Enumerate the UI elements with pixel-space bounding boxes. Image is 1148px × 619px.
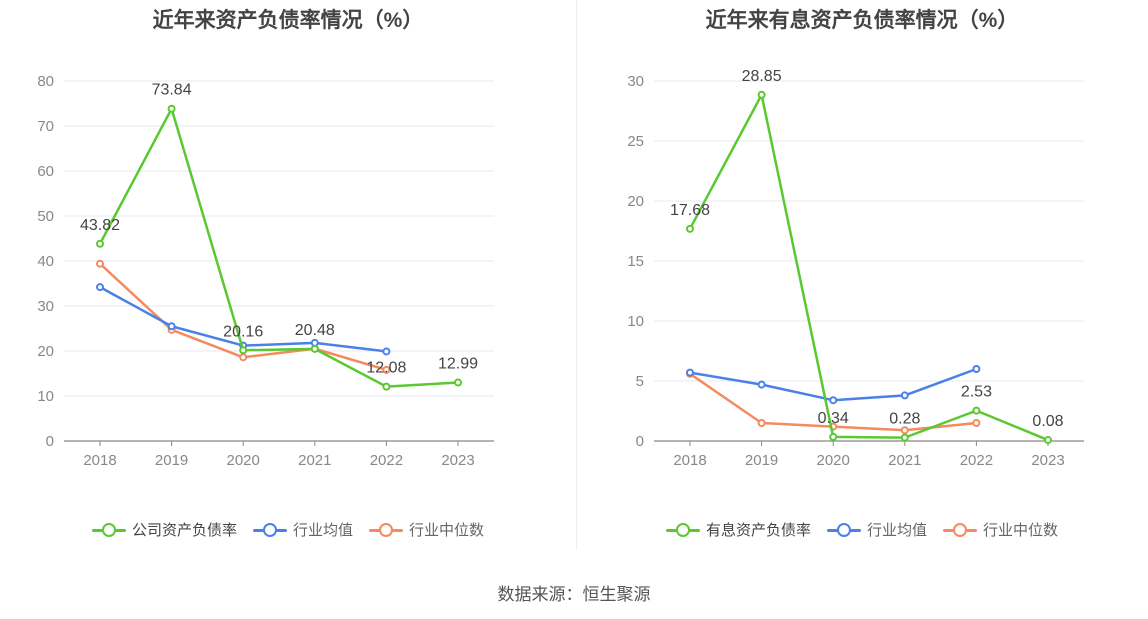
y-tick-label: 0 <box>636 433 644 450</box>
data-point <box>96 239 104 248</box>
data-point <box>686 368 694 377</box>
data-label: 0.28 <box>889 411 920 428</box>
chart-title: 近年来有息资产负债率情况（%） <box>705 9 1019 32</box>
x-tick-label: 2023 <box>441 452 474 469</box>
y-tick-label: 50 <box>37 208 54 225</box>
data-point <box>167 322 176 331</box>
x-tick-label: 2021 <box>298 452 331 469</box>
data-label: 73.84 <box>152 82 192 99</box>
x-tick-label: 2023 <box>1031 452 1064 469</box>
chart-panel-interest-debt-ratio: 近年来有息资产负债率情况（%） 0 5 10 15 20 25 30 2018 2019 2020… <box>576 0 1148 560</box>
legend-swatch-icon <box>826 522 861 538</box>
data-point <box>96 259 104 268</box>
y-tick-label: 80 <box>37 73 54 90</box>
y-tick-label: 20 <box>37 343 54 360</box>
y-tick-label: 30 <box>37 298 54 315</box>
y-tick-label: 30 <box>627 73 644 90</box>
series-line <box>688 93 1049 442</box>
y-tick-label: 40 <box>37 253 54 270</box>
data-source-note: 数据来源：恒生聚源 <box>497 585 651 604</box>
x-tick-label: 2019 <box>155 452 188 469</box>
data-label: 0.34 <box>818 410 849 427</box>
legend-label: 公司资产负债率 <box>131 522 237 539</box>
data-point <box>382 365 391 374</box>
chart-title: 近年来资产负债率情况（%） <box>152 9 424 32</box>
data-point <box>972 365 981 373</box>
y-tick-label: 70 <box>37 118 54 135</box>
data-point <box>900 426 909 435</box>
data-point <box>239 353 248 362</box>
data-point <box>972 406 981 415</box>
x-tick-label: 2020 <box>817 452 850 469</box>
legend-item[interactable]: 公司资产负债率 <box>91 519 237 540</box>
legend-item[interactable]: 行业中位数 <box>943 519 1058 540</box>
data-label: 2.53 <box>961 384 992 401</box>
legend-swatch-icon <box>91 522 126 538</box>
legend-item[interactable]: 行业均值 <box>252 519 353 540</box>
data-point <box>829 396 838 405</box>
legend-label: 有息资产负债率 <box>705 522 811 539</box>
data-point <box>757 380 766 389</box>
data-label: 20.48 <box>295 322 335 339</box>
y-tick-label: 25 <box>627 133 644 150</box>
x-tick-label: 2022 <box>960 452 993 469</box>
data-point <box>900 391 909 400</box>
x-tick-label: 2019 <box>745 452 778 469</box>
legend-item[interactable]: 有息资产负债率 <box>665 519 811 540</box>
data-label: 43.82 <box>80 217 120 234</box>
data-point <box>454 378 462 387</box>
legend-item[interactable]: 行业均值 <box>826 519 927 540</box>
data-label: 0.08 <box>1032 413 1063 430</box>
x-tick-label: 2018 <box>673 452 706 469</box>
legend-label: 行业均值 <box>866 522 927 539</box>
chart-legend: 有息资产负债率 行业均值 行业中位数 <box>576 519 1148 540</box>
x-tick-label: 2021 <box>888 452 921 469</box>
x-tick-label: 2018 <box>83 452 116 469</box>
y-tick-label: 0 <box>46 433 54 450</box>
legend-label: 行业中位数 <box>983 522 1059 539</box>
data-point <box>829 432 838 441</box>
legend-label: 行业均值 <box>292 522 353 539</box>
x-tick-label: 2020 <box>227 452 260 469</box>
chart-panel-debt-ratio: 近年来资产负债率情况（%） 0 10 20 30 40 50 60 70 80 2018 2019 2… <box>0 0 576 560</box>
legend-swatch-icon <box>369 522 403 538</box>
legend-swatch-icon <box>665 522 700 538</box>
y-tick-label: 5 <box>636 373 644 390</box>
data-label: 17.68 <box>670 202 710 219</box>
line-chart-interest-debt-ratio: 0 5 10 15 20 25 30 2018 2019 2020 2021 2022 2023 17.6… <box>627 68 1084 469</box>
legend-swatch-icon <box>943 522 977 538</box>
legend-swatch-icon <box>252 522 287 538</box>
data-point <box>1044 436 1052 445</box>
data-label: 20.16 <box>223 323 263 340</box>
x-tick-label: 2022 <box>370 452 403 469</box>
data-point <box>382 347 391 356</box>
y-tick-label: 20 <box>627 193 644 210</box>
series-line <box>689 367 977 402</box>
data-point <box>900 433 909 442</box>
line-chart-debt-ratio: 0 10 20 30 40 50 60 70 80 2018 2019 2020 2021 2022 202… <box>37 73 494 469</box>
y-tick-label: 60 <box>37 163 54 180</box>
y-tick-label: 10 <box>37 388 54 405</box>
y-tick-label: 10 <box>627 313 644 330</box>
data-point <box>310 344 319 353</box>
chart-legend: 公司资产负债率 行业均值 行业中位数 <box>0 519 576 540</box>
data-point <box>239 346 248 355</box>
panel-divider <box>576 0 577 550</box>
data-point <box>167 104 176 113</box>
data-point <box>757 90 766 99</box>
data-point <box>757 419 766 427</box>
data-label: 12.08 <box>366 360 406 377</box>
data-point <box>382 382 391 391</box>
data-label: 12.99 <box>438 356 478 373</box>
data-point <box>686 224 694 233</box>
data-point <box>96 283 104 292</box>
legend-label: 行业中位数 <box>409 522 485 539</box>
data-point <box>972 419 981 427</box>
series-line <box>98 107 459 388</box>
legend-item[interactable]: 行业中位数 <box>369 519 484 540</box>
y-tick-label: 15 <box>627 253 644 270</box>
data-label: 28.85 <box>742 68 782 85</box>
